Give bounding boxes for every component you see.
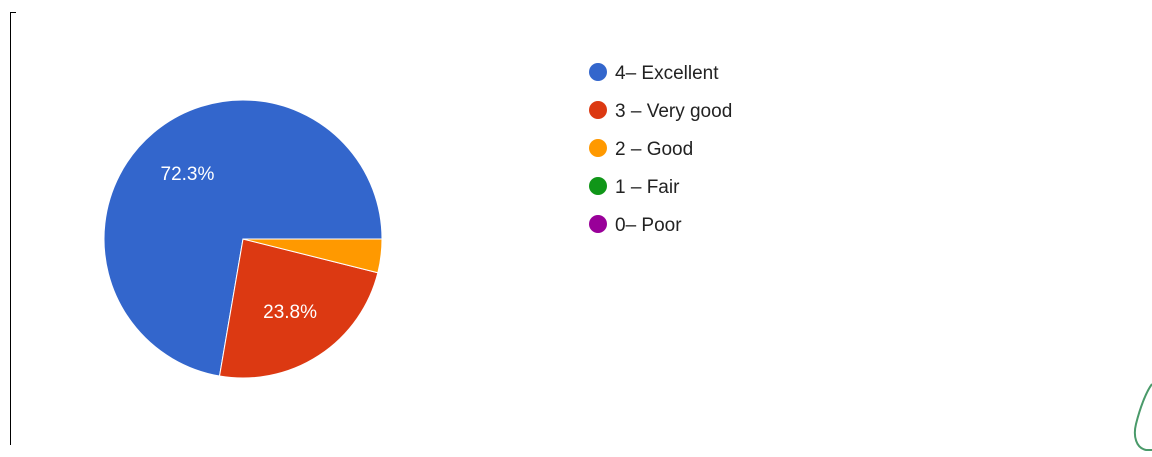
legend: 4– Excellent 3 – Very good 2 – Good 1 – Fai… [589,63,732,236]
pie-slice-labels: 72.3% 23.8% [161,164,318,323]
pie-slice-0 [103,99,383,377]
pie-slice-1 [218,238,379,379]
corner-mark [1133,383,1152,451]
legend-swatch-2 [589,139,607,157]
legend-label-3: 1 – Fair [615,177,680,198]
pie-slice-2 [242,238,383,274]
slice-label-1: 23.8% [263,302,317,323]
legend-swatch-0 [589,63,607,81]
legend-label-1: 3 – Very good [615,101,732,122]
pie-slices [103,99,383,379]
legend-swatch-3 [589,177,607,195]
legend-swatch-4 [589,215,607,233]
legend-swatch-1 [589,101,607,119]
legend-label-4: 0– Poor [615,215,682,236]
slice-label-0: 72.3% [161,164,215,185]
legend-label-2: 2 – Good [615,139,693,160]
legend-label-0: 4– Excellent [615,63,719,84]
